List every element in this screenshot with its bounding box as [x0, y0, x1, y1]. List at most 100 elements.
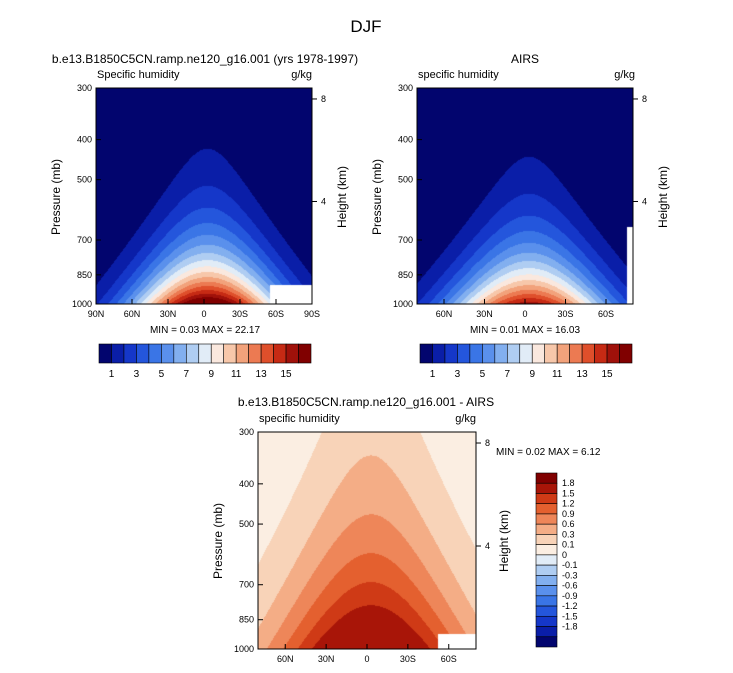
cbar-obs-label-13: 13: [577, 369, 589, 380]
panel-diff: b.e13.B1850C5CN.ramp.ne120_g16.001 - AIR…: [211, 395, 601, 664]
colorbar-diff: 1.81.51.20.90.60.30.10-0.1-0.3-0.6-0.9-1…: [535, 472, 578, 648]
cbar-diff-cell-5: [535, 523, 558, 535]
ytick-label-diff-700: 700: [239, 580, 254, 590]
ytick-right-label-model-8: 8: [321, 94, 326, 104]
cbar-diff-cell-10: [535, 575, 558, 586]
xtick-label-model-90S: 90S: [304, 309, 320, 319]
xtick-label-model-30N: 30N: [160, 309, 177, 319]
panel-diff-right-label: g/kg: [455, 413, 476, 425]
cbar-model-cell-2: [123, 343, 137, 364]
cbar-diff-label-2: 1.2: [562, 499, 575, 509]
panel-obs-ylabel-right: Height (km): [656, 166, 670, 228]
ytick-label-diff-300: 300: [239, 427, 254, 437]
cbar-model-label-5: 5: [159, 369, 165, 380]
cbar-model-label-3: 3: [134, 369, 140, 380]
cbar-model-cell-10: [223, 343, 237, 364]
panel-diff-ylabel: Pressure (mb): [211, 503, 225, 579]
xtick-label-obs-0: 0: [522, 309, 527, 319]
panel-model-ylabel: Pressure (mb): [49, 159, 63, 235]
panel-diff-stats: MIN = 0.02 MAX = 6.12: [496, 447, 601, 458]
ytick-right-label-obs-4: 4: [642, 196, 647, 206]
cbar-diff-cell-6: [535, 534, 558, 545]
xtick-label-diff-30N: 30N: [318, 654, 335, 664]
cbar-obs-label-11: 11: [552, 369, 563, 380]
cbar-model-cell-6: [173, 343, 187, 364]
xtick-label-obs-60S: 60S: [598, 309, 614, 319]
cbar-obs-label-3: 3: [455, 369, 461, 380]
xtick-label-diff-60S: 60S: [441, 654, 457, 664]
panel-obs-right-label: g/kg: [614, 69, 635, 81]
ytick-label-model-850: 850: [77, 270, 92, 280]
cbar-obs-cell-9: [531, 343, 546, 364]
cbar-diff-cell-3: [535, 503, 558, 515]
cbar-diff-cell-7: [535, 544, 558, 556]
colorbar-model: 1 3 5 7 9 11 13 15: [98, 343, 312, 380]
xtick-label-obs-30S: 30S: [557, 309, 573, 319]
xtick-label-diff-60N: 60N: [277, 654, 294, 664]
cbar-diff-cell-0: [535, 472, 558, 484]
cbar-obs-cell-7: [506, 343, 521, 364]
cbar-obs-cell-6: [494, 343, 508, 364]
cbar-obs-cell-3: [457, 343, 471, 364]
colorbar-obs: 1 3 5 7 9 11 13 15: [419, 343, 633, 380]
cbar-diff-cell-15: [535, 626, 558, 638]
panel-model-title: b.e13.B1850C5CN.ramp.ne120_g16.001 (yrs …: [52, 52, 358, 66]
panel-obs-stats: MIN = 0.01 MAX = 16.03: [470, 325, 580, 336]
cbar-obs-cell-11: [556, 343, 570, 364]
cbar-diff-label-0: 1.8: [562, 478, 575, 488]
ytick-label-diff-850: 850: [239, 615, 254, 625]
contour-fill-obs: [417, 88, 633, 304]
panel-model-stats: MIN = 0.03 MAX = 22.17: [150, 325, 260, 336]
cbar-model-cell-13: [260, 343, 274, 364]
cbar-diff-cell-13: [535, 605, 558, 617]
ytick-label-model-500: 500: [77, 175, 92, 185]
ytick-label-diff-400: 400: [239, 479, 254, 489]
ytick-right-label-diff-8: 8: [485, 438, 490, 448]
ytick-label-model-400: 400: [77, 135, 92, 145]
ytick-label-obs-300: 300: [398, 83, 413, 93]
plot-area-diff: 300 400 500 700 850 1000 8 4 60N 30N 0 30S 60S: [234, 427, 490, 664]
cbar-model-cell-9: [210, 343, 225, 364]
cbar-model-cell-3: [136, 343, 150, 364]
ytick-right-label-model-4: 4: [321, 196, 326, 206]
ytick-label-obs-1000: 1000: [393, 299, 413, 309]
ytick-label-model-1000: 1000: [72, 299, 92, 309]
cbar-model-cell-4: [148, 343, 162, 364]
xtick-label-obs-30N: 30N: [476, 309, 493, 319]
cbar-obs-label-5: 5: [480, 369, 486, 380]
panel-diff-title: b.e13.B1850C5CN.ramp.ne120_g16.001 - AIR…: [238, 395, 494, 409]
cbar-model-label-1: 1: [109, 369, 115, 380]
cbar-obs-cell-15: [606, 343, 620, 364]
cbar-model-cell-0: [98, 343, 112, 364]
cbar-obs-cell-10: [544, 343, 558, 364]
xtick-label-model-90N: 90N: [88, 309, 105, 319]
ytick-label-obs-500: 500: [398, 175, 413, 185]
cbar-diff-cell-8: [535, 554, 558, 566]
cbar-model-label-7: 7: [184, 369, 190, 380]
cbar-diff-label-9: -0.3: [562, 570, 578, 580]
contour-fill-diff: [258, 432, 476, 649]
cbar-model-cell-11: [235, 343, 249, 364]
xtick-label-model-0: 0: [201, 309, 206, 319]
plot-area-model: 300 400 500 700 850 1000 8 4 90N 60N 30N 0 30S 60S 90S: [72, 83, 326, 319]
ytick-label-diff-1000: 1000: [234, 644, 254, 654]
cbar-diff-cell-11: [535, 585, 558, 597]
cbar-model-label-9: 9: [208, 369, 214, 380]
cbar-obs-cell-5: [482, 343, 496, 364]
cbar-diff-label-13: -1.5: [562, 611, 578, 621]
cbar-model-label-11: 11: [231, 369, 242, 380]
panel-obs-ylabel: Pressure (mb): [370, 159, 384, 235]
cbar-obs-cell-1: [432, 343, 446, 364]
panel-obs-left-label: specific humidity: [418, 69, 499, 81]
cbar-obs-cell-14: [594, 343, 608, 364]
cbar-diff-label-10: -0.6: [562, 581, 578, 591]
cbar-diff-cell-2: [535, 493, 558, 505]
ytick-label-obs-850: 850: [398, 270, 413, 280]
cbar-diff-label-8: -0.1: [562, 560, 578, 570]
cbar-model-label-15: 15: [280, 369, 292, 380]
xtick-label-model-60S: 60S: [268, 309, 284, 319]
cbar-diff-label-14: -1.8: [562, 622, 578, 632]
panel-model-left-label: Specific humidity: [97, 69, 180, 81]
panel-obs: AIRS specific humidity g/kg 300 400 500 700…: [370, 52, 670, 336]
